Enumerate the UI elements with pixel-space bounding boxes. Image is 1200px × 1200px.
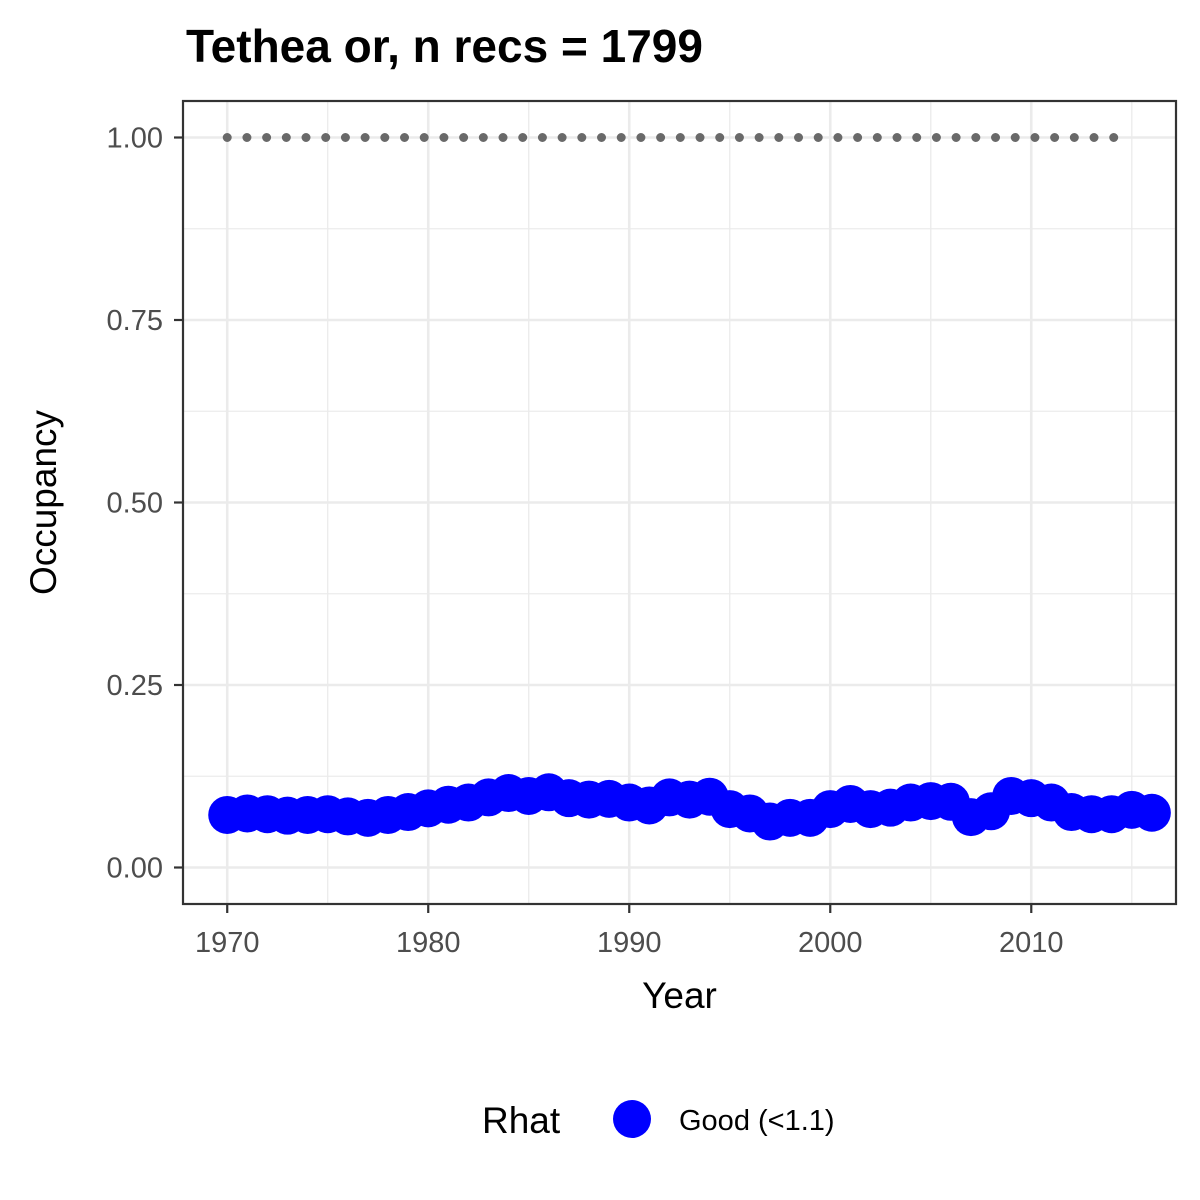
legend-label-good: Good (<1.1): [679, 1105, 835, 1137]
legend: Rhat Good (<1.1): [482, 1100, 835, 1141]
data-point: [1132, 793, 1171, 832]
x-tick-label: 1990: [597, 927, 662, 959]
y-tick-label: 0.50: [107, 488, 163, 520]
y-tick-label: 0.75: [107, 305, 163, 337]
y-axis-title: Occupancy: [23, 409, 64, 595]
data-points: [208, 773, 1171, 841]
y-tick-label: 1.00: [107, 123, 163, 155]
y-tick-label: 0.25: [107, 670, 163, 702]
x-tick-label: 2000: [798, 927, 863, 959]
legend-title: Rhat: [482, 1100, 561, 1141]
chart-title: Tethea or, n recs = 1799: [186, 20, 703, 72]
x-tick-label: 1970: [195, 927, 260, 959]
x-tick-label: 2010: [999, 927, 1064, 959]
y-tick-label: 0.00: [107, 853, 163, 885]
axes: 1970 1980 1990 2000 2010 0.00 0.25 0.50 0.75 1.00: [107, 123, 1064, 960]
x-axis-title: Year: [642, 975, 717, 1016]
legend-key-good: [613, 1100, 651, 1138]
grid: [183, 101, 1176, 904]
x-tick-label: 1980: [396, 927, 461, 959]
